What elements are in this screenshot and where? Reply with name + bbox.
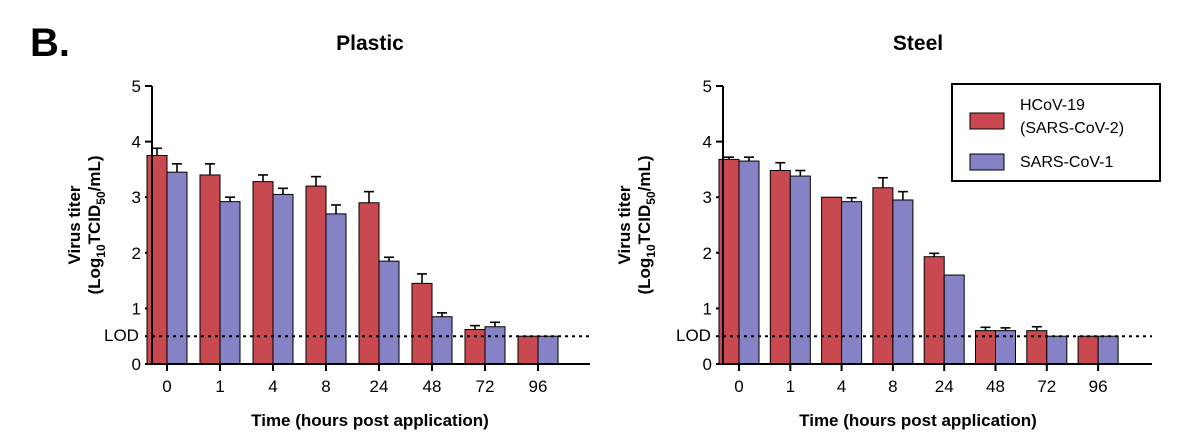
bar bbox=[841, 201, 863, 365]
bar bbox=[943, 274, 965, 365]
x-tick-label: 72 bbox=[1037, 377, 1056, 396]
y-tick-label: 3 bbox=[132, 188, 141, 207]
legend-swatch-hcov19 bbox=[969, 112, 1005, 130]
bar bbox=[464, 329, 486, 365]
legend-label-hcov19-line1: HCoV-19 bbox=[1020, 97, 1085, 114]
x-tick-label: 4 bbox=[837, 377, 846, 396]
x-tick-label: 8 bbox=[888, 377, 897, 396]
y-tick-label: 5 bbox=[703, 77, 712, 96]
y-axis-title-line1: Virus titer bbox=[65, 185, 84, 264]
x-tick-label: 8 bbox=[321, 377, 330, 396]
y-tick-label: 1 bbox=[132, 299, 141, 318]
panel-label: B. bbox=[30, 21, 70, 65]
bar bbox=[821, 196, 843, 365]
x-axis-title: Time (hours post application) bbox=[251, 411, 489, 430]
chart-plastic: Plastic Time (hours post application) Vi… bbox=[65, 32, 590, 430]
bar bbox=[738, 160, 760, 365]
y-tick-label: 5 bbox=[132, 77, 141, 96]
bar bbox=[1097, 335, 1119, 365]
bar bbox=[892, 199, 914, 365]
bar bbox=[923, 256, 945, 365]
legend-swatch-sars1 bbox=[969, 153, 1005, 171]
y-tick-label: 2 bbox=[703, 244, 712, 263]
y-tick-label: 4 bbox=[132, 133, 141, 152]
x-tick-label: 96 bbox=[529, 377, 548, 396]
bar bbox=[484, 326, 506, 365]
legend-label-sars1: SARS-CoV-1 bbox=[1020, 154, 1113, 171]
y-tick-label: 0 bbox=[703, 355, 712, 374]
y-tick-label: 4 bbox=[703, 133, 712, 152]
bar bbox=[252, 181, 274, 365]
bar bbox=[872, 187, 894, 365]
x-tick-label: 48 bbox=[986, 377, 1005, 396]
bar bbox=[517, 335, 539, 365]
bar bbox=[272, 193, 294, 365]
y-tick-label: 3 bbox=[703, 188, 712, 207]
bar bbox=[1046, 335, 1068, 365]
legend: HCoV-19 (SARS-CoV-2) SARS-CoV-1 bbox=[951, 83, 1161, 182]
bar bbox=[378, 260, 400, 365]
y-tick-label: 2 bbox=[132, 244, 141, 263]
bar bbox=[305, 185, 327, 365]
bar bbox=[146, 155, 168, 365]
bar bbox=[325, 213, 347, 365]
y-tick-label: 0 bbox=[132, 355, 141, 374]
y-axis-title: Virus titer (Log10TCID50/mL) bbox=[65, 155, 108, 294]
x-tick-label: 48 bbox=[423, 377, 442, 396]
y-axis-title-line2: (Log10TCID50/mL) bbox=[85, 155, 108, 294]
x-tick-label: 24 bbox=[370, 377, 389, 396]
x-axis-title: Time (hours post application) bbox=[799, 411, 1037, 430]
y-axis-title: Virus titer (Log10TCID50/mL) bbox=[615, 155, 658, 294]
chart-title: Plastic bbox=[336, 32, 404, 55]
bar bbox=[537, 335, 559, 365]
x-tick-label: 0 bbox=[162, 377, 171, 396]
bar bbox=[411, 282, 433, 365]
bar bbox=[219, 201, 241, 365]
y-axis-title-line1: Virus titer bbox=[615, 185, 634, 264]
bar bbox=[1077, 335, 1099, 365]
lod-label: LOD bbox=[676, 326, 711, 345]
x-tick-label: 24 bbox=[935, 377, 954, 396]
x-tick-label: 0 bbox=[734, 377, 743, 396]
lod-label: LOD bbox=[104, 326, 139, 345]
x-tick-label: 96 bbox=[1089, 377, 1108, 396]
chart-title: Steel bbox=[893, 32, 943, 55]
bar bbox=[358, 202, 380, 365]
y-axis-title-line2: (Log10TCID50/mL) bbox=[635, 155, 658, 294]
bar bbox=[166, 171, 188, 365]
bar bbox=[431, 316, 453, 365]
bar bbox=[975, 330, 996, 365]
x-tick-label: 1 bbox=[215, 377, 224, 396]
chart-steel: Steel Time (hours post application) Viru… bbox=[615, 32, 1152, 430]
x-tick-label: 72 bbox=[476, 377, 495, 396]
bar bbox=[1026, 330, 1048, 365]
y-tick-label: 1 bbox=[703, 299, 712, 318]
legend-label-hcov19-line2: (SARS-CoV-2) bbox=[1020, 120, 1124, 137]
x-tick-label: 4 bbox=[268, 377, 277, 396]
x-tick-label: 1 bbox=[786, 377, 795, 396]
bar bbox=[769, 170, 791, 365]
